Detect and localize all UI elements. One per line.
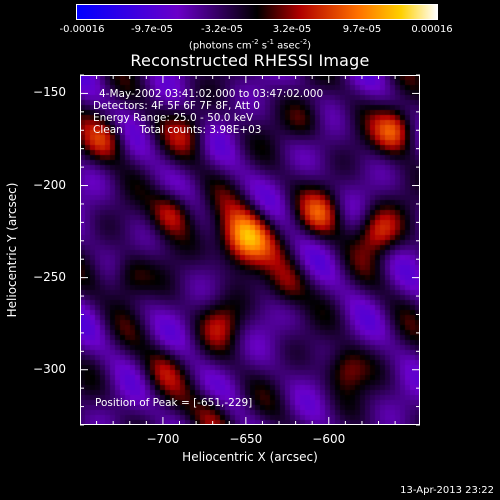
x-tick-label: −700 [146,432,180,446]
y-tick-label: −200 [33,177,66,192]
colorbar-tick-label: -0.00016 [59,24,105,35]
colorbar-tick-label: -9.7e-05 [131,24,173,35]
colorbar-units: (photons cm-2 s-1 asec-2) [188,38,312,52]
rhessi-image-heatmap [80,75,420,425]
x-axis-label: Heliocentric X (arcsec) [182,450,318,464]
time-range-annotation: 4-May-2002 03:41:02.000 to 03:47:02.000 [99,88,324,100]
x-tick-label: −650 [229,432,263,446]
colorbar-tick-label: -3.2e-05 [201,24,243,35]
energy-range-annotation: Energy Range: 25.0 - 50.0 keV [93,112,254,124]
y-tick-label: −300 [33,361,66,376]
colorbar [76,4,438,20]
clean-counts-annotation: Clean Total counts: 3.98E+03 [93,124,262,136]
timestamp-footer: 13-Apr-2013 23:22 [400,485,494,496]
chart-title: Reconstructed RHESSI Image [130,51,370,70]
y-tick-label: −150 [33,85,66,100]
colorbar-tick-label: 9.7e-05 [342,24,382,35]
y-axis-label: Heliocentric Y (arcsec) [5,182,19,318]
peak-position-annotation: Position of Peak = [-651,-229] [95,397,253,409]
x-tick-label: −600 [312,432,346,446]
plot-frame: 4-May-2002 03:41:02.000 to 03:47:02.000 … [80,75,420,425]
colorbar-tick-label: 3.2e-05 [272,24,312,35]
y-tick-label: −250 [33,269,66,284]
detectors-annotation: Detectors: 4F 5F 6F 7F 8F, Att 0 [93,100,260,112]
colorbar-tick-label: 0.00016 [411,24,453,35]
